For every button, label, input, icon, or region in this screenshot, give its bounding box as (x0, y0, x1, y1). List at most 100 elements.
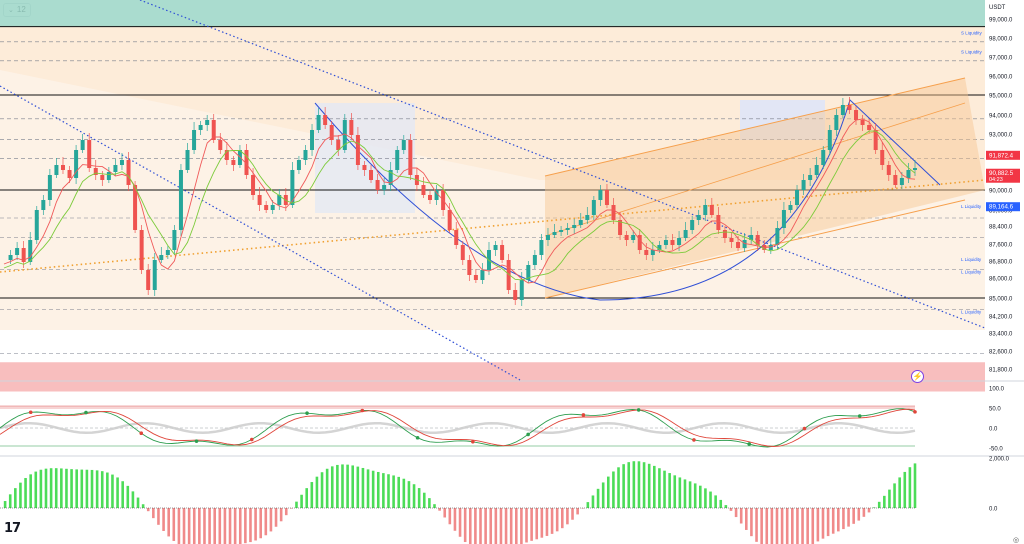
candle-body (375, 180, 380, 190)
candle-body (532, 255, 537, 265)
lightning-icon[interactable]: ⚡ (911, 370, 924, 383)
candle-body (572, 225, 577, 228)
channel-lower-line (544, 199, 966, 299)
dotted-support-line (0, 179, 986, 273)
candle-body (336, 140, 341, 150)
candle-body (854, 110, 859, 120)
candle-body (290, 170, 295, 205)
candle-body (677, 238, 682, 245)
candle-body (159, 255, 164, 260)
candle-body (244, 150, 249, 175)
candle-body (113, 165, 118, 172)
candle-body (578, 220, 583, 225)
candle-body (165, 250, 170, 255)
candle-body (172, 230, 177, 250)
candle-body (198, 125, 203, 130)
candle-body (500, 245, 505, 260)
candle-body (421, 185, 426, 195)
candle-body (277, 195, 282, 205)
candle-body (513, 290, 518, 300)
cup-arc (314, 99, 941, 301)
candle-body (185, 150, 190, 170)
price-badge-countdown: 04:23 (989, 177, 1003, 183)
measure-box-right (740, 100, 825, 140)
candle-body (41, 200, 46, 210)
camera-icon[interactable]: ◎ (1013, 537, 1020, 544)
candle-body (342, 120, 347, 150)
candle-body (591, 200, 596, 215)
supply-zone (0, 0, 985, 27)
candle-body (447, 210, 452, 230)
candle-body (28, 240, 33, 262)
candle-body (454, 230, 459, 245)
candle-body (34, 210, 39, 240)
cross-dot (913, 410, 917, 414)
price-tick-label: 98,000.0 (989, 37, 1013, 43)
candle-body (93, 168, 98, 175)
candle-body (860, 120, 865, 125)
candle-body (795, 190, 800, 205)
candle-body (323, 115, 328, 125)
price-tick-label: 97,000.0 (989, 56, 1013, 62)
candle-body (913, 168, 917, 170)
osc-tick-label: -50.0 (989, 447, 1003, 453)
candle-body (146, 270, 151, 290)
candle-body (657, 245, 662, 250)
price-tick-label: 88,400.0 (989, 225, 1013, 231)
candle-body (840, 105, 845, 115)
upper-range-shade (0, 25, 985, 180)
candle-body (729, 238, 734, 242)
candle-body (749, 235, 754, 240)
candle-body (644, 250, 649, 255)
cross-dot (471, 439, 475, 444)
candle-body (329, 125, 334, 140)
candle-body (893, 175, 898, 185)
price-tick-label: 95,000.0 (989, 94, 1013, 100)
liquidity-label: L Liquidity (961, 257, 982, 262)
candle-body (296, 160, 301, 170)
price-tick-label: 93,000.0 (989, 133, 1013, 139)
price-tick-label: 86,000.0 (989, 277, 1013, 283)
descending-trendline-upper (139, 0, 986, 329)
candle-body (100, 175, 105, 180)
candle-body (506, 260, 511, 290)
hist-tick-label: 0.0 (989, 507, 998, 513)
price-badge-label: 91,872.4 (989, 152, 1014, 159)
cross-dot (636, 408, 641, 412)
candle-body (60, 165, 65, 170)
hist-tick-label: 2,000.0 (989, 457, 1010, 463)
candle-body (480, 270, 485, 280)
candle-body (382, 185, 387, 190)
candle-body (54, 165, 59, 175)
price-axis (985, 0, 1024, 544)
candle-body (139, 230, 144, 270)
liquidity-label: L Liquidity (961, 204, 982, 209)
candle-body (775, 228, 780, 245)
k-line (0, 408, 916, 448)
candle-body (270, 205, 275, 210)
cross-dot (526, 432, 530, 437)
candle-body (211, 120, 216, 140)
price-badge (986, 150, 1020, 160)
candle-body (106, 172, 111, 180)
osc-tick-label: 0.0 (989, 427, 998, 433)
candle-body (834, 115, 839, 130)
price-tick-label: 94,000.0 (989, 114, 1013, 120)
candle-body (565, 228, 570, 230)
candle-body (205, 120, 210, 125)
candle-body (47, 175, 52, 200)
candle-body (906, 170, 911, 178)
candle-body (847, 105, 852, 110)
candle-body (618, 220, 623, 235)
candle-body (539, 240, 544, 255)
candle-body (736, 242, 741, 248)
candle-body (703, 205, 708, 215)
price-tick-label: 84,200.0 (989, 315, 1013, 321)
candle-body (178, 170, 183, 230)
candle-body (526, 265, 531, 280)
candle-body (559, 230, 564, 232)
candle-body (755, 235, 760, 245)
candle-body (781, 210, 786, 228)
candle-body (873, 130, 878, 150)
